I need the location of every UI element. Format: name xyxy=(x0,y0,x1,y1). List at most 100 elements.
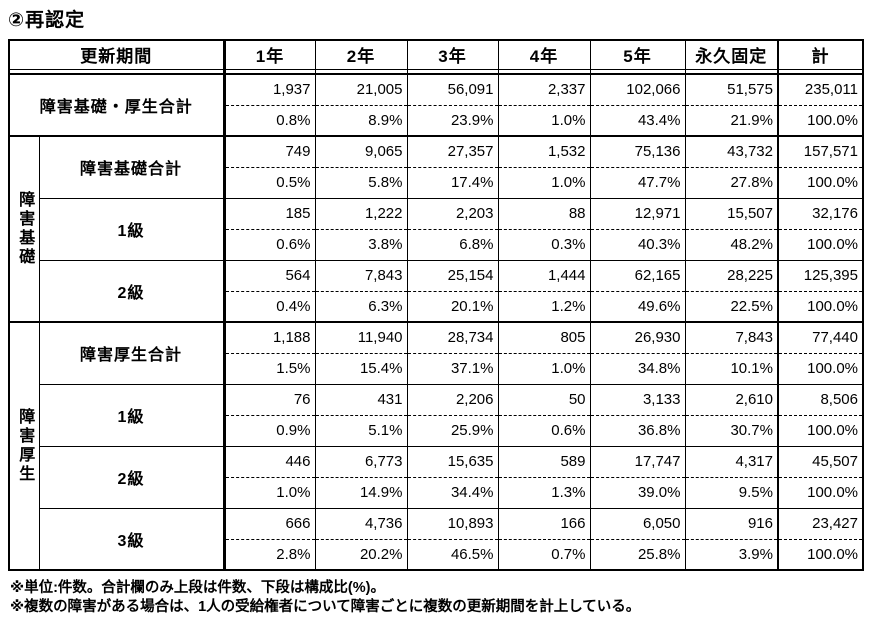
percent-cell: 21.9% xyxy=(684,105,779,137)
percent-cell: 9.5% xyxy=(684,477,779,509)
count-cell: 32,176 xyxy=(777,197,864,230)
header-separator xyxy=(777,68,864,75)
count-cell: 125,395 xyxy=(777,259,864,292)
percent-cell: 1.3% xyxy=(497,477,591,509)
percent-cell: 1.2% xyxy=(497,291,591,323)
percent-cell: 20.2% xyxy=(314,539,408,571)
group-label-kiso: 障害基礎 xyxy=(8,135,40,323)
footnote: ※単位:件数。合計欄のみ上段は件数、下段は構成比(%)。 xyxy=(10,580,385,596)
percent-cell: 100.0% xyxy=(777,167,864,199)
count-cell: 21,005 xyxy=(314,73,408,106)
percent-cell: 2.8% xyxy=(222,539,316,571)
count-cell: 77,440 xyxy=(777,321,864,354)
column-header-total: 計 xyxy=(777,39,864,70)
percent-cell: 37.1% xyxy=(406,353,499,385)
percent-cell: 0.7% xyxy=(497,539,591,571)
percent-cell: 27.8% xyxy=(684,167,779,199)
table-row: 1級 76 431 2,206 50 3,133 2,610 8,506 xyxy=(9,383,864,447)
percent-cell: 3.8% xyxy=(314,229,408,261)
percent-cell: 47.7% xyxy=(589,167,686,199)
count-cell: 749 xyxy=(222,135,316,168)
table-row: 2.8% 20.2% 46.5% 0.7% 25.8% 3.9% 100.0% xyxy=(9,539,864,571)
percent-cell: 25.9% xyxy=(406,415,499,447)
percent-cell: 23.9% xyxy=(406,105,499,137)
count-cell: 589 xyxy=(497,445,591,478)
table-row: 1.0% 14.9% 34.4% 1.3% 39.0% 9.5% 100.0% xyxy=(9,477,864,509)
count-cell: 4,317 xyxy=(684,445,779,478)
count-cell: 1,937 xyxy=(222,73,316,106)
count-cell: 8,506 xyxy=(777,383,864,416)
header-separator-row xyxy=(8,68,864,75)
table-row: 2級 564 7,843 25,154 1,444 62,165 28,225 … xyxy=(9,259,864,323)
count-cell: 28,225 xyxy=(684,259,779,292)
percent-cell: 100.0% xyxy=(777,229,864,261)
percent-cell: 10.1% xyxy=(684,353,779,385)
percent-cell: 34.8% xyxy=(589,353,686,385)
row-label: 障害基礎・厚生合計 xyxy=(8,73,225,137)
count-cell: 2,203 xyxy=(406,197,499,230)
table-row: 0.4% 6.3% 20.1% 1.2% 49.6% 22.5% 100.0% xyxy=(9,291,864,323)
table-row: 0.5% 5.8% 17.4% 1.0% 47.7% 27.8% 100.0% xyxy=(9,167,864,199)
count-cell: 102,066 xyxy=(589,73,686,106)
corner-header: 更新期間 xyxy=(8,39,225,70)
count-cell: 805 xyxy=(497,321,591,354)
percent-cell: 1.0% xyxy=(497,167,591,199)
count-cell: 43,732 xyxy=(684,135,779,168)
row-label: 障害基礎合計 xyxy=(38,135,225,199)
count-cell: 1,444 xyxy=(497,259,591,292)
percent-cell: 48.2% xyxy=(684,229,779,261)
group-label-kosei: 障害厚生 xyxy=(8,321,40,571)
row-label: 2級 xyxy=(38,445,225,509)
percent-cell: 6.8% xyxy=(406,229,499,261)
count-cell: 916 xyxy=(684,507,779,540)
count-cell: 1,222 xyxy=(314,197,408,230)
count-cell: 15,635 xyxy=(406,445,499,478)
percent-cell: 14.9% xyxy=(314,477,408,509)
percent-cell: 49.6% xyxy=(589,291,686,323)
percent-cell: 100.0% xyxy=(777,353,864,385)
count-cell: 9,065 xyxy=(314,135,408,168)
column-header-2yr: 2年 xyxy=(314,39,408,70)
column-header-3yr: 3年 xyxy=(406,39,499,70)
count-cell: 2,610 xyxy=(684,383,779,416)
table-row: 1級 185 1,222 2,203 88 12,971 15,507 32,1… xyxy=(9,197,864,261)
percent-cell: 22.5% xyxy=(684,291,779,323)
table-row: 3級 666 4,736 10,893 166 6,050 916 23,427 xyxy=(9,507,864,571)
percent-cell: 0.6% xyxy=(222,229,316,261)
count-cell: 4,736 xyxy=(314,507,408,540)
table-row: 障害厚生 障害厚生合計 1,188 11,940 28,734 805 26,9… xyxy=(8,321,864,571)
count-cell: 50 xyxy=(497,383,591,416)
count-cell: 431 xyxy=(314,383,408,416)
percent-cell: 1.0% xyxy=(497,353,591,385)
count-cell: 1,188 xyxy=(222,321,316,354)
row-label: 1級 xyxy=(38,197,225,261)
percent-cell: 46.5% xyxy=(406,539,499,571)
footnote: ※複数の障害がある場合は、1人の受給権者について障害ごとに複数の更新期間を計上し… xyxy=(10,599,641,615)
column-header-permanent: 永久固定 xyxy=(684,39,779,70)
percent-cell: 30.7% xyxy=(684,415,779,447)
table-row: 障害基礎 障害基礎合計 749 9,065 27,357 1,532 75,13… xyxy=(8,135,864,323)
percent-cell: 100.0% xyxy=(777,105,864,137)
count-cell: 2,337 xyxy=(497,73,591,106)
count-cell: 7,843 xyxy=(314,259,408,292)
percent-cell: 36.8% xyxy=(589,415,686,447)
count-cell: 62,165 xyxy=(589,259,686,292)
table-row: 障害基礎・厚生合計 1,937 21,005 56,091 2,337 102,… xyxy=(8,73,864,137)
count-cell: 15,507 xyxy=(684,197,779,230)
row-label: 1級 xyxy=(38,383,225,447)
percent-cell: 3.9% xyxy=(684,539,779,571)
count-cell: 564 xyxy=(222,259,316,292)
count-cell: 17,747 xyxy=(589,445,686,478)
count-cell: 3,133 xyxy=(589,383,686,416)
reassessment-table: 更新期間 1年 2年 3年 4年 5年 永久固定 計 xyxy=(8,39,864,571)
percent-cell: 40.3% xyxy=(589,229,686,261)
percent-cell: 8.9% xyxy=(314,105,408,137)
count-cell: 45,507 xyxy=(777,445,864,478)
table-row: 0.9% 5.1% 25.9% 0.6% 36.8% 30.7% 100.0% xyxy=(9,415,864,447)
percent-cell: 0.8% xyxy=(222,105,316,137)
count-cell: 88 xyxy=(497,197,591,230)
count-cell: 23,427 xyxy=(777,507,864,540)
column-header-1yr: 1年 xyxy=(222,39,316,70)
header-row: 更新期間 1年 2年 3年 4年 5年 永久固定 計 xyxy=(8,39,864,70)
